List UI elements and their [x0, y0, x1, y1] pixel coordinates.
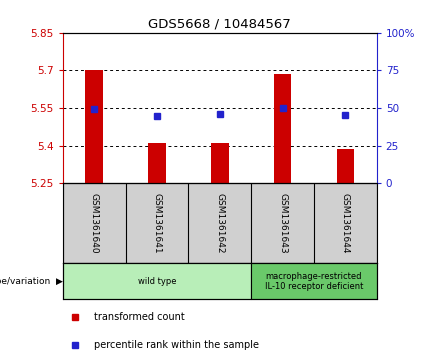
Text: macrophage-restricted
IL-10 receptor deficient: macrophage-restricted IL-10 receptor def…: [265, 272, 363, 291]
Text: wild type: wild type: [138, 277, 176, 286]
Text: transformed count: transformed count: [94, 312, 185, 322]
Bar: [85, 70, 103, 183]
Title: GDS5668 / 10484567: GDS5668 / 10484567: [149, 17, 291, 30]
Text: GSM1361640: GSM1361640: [90, 193, 99, 254]
Text: percentile rank within the sample: percentile rank within the sample: [94, 340, 259, 350]
Bar: [148, 143, 166, 183]
FancyBboxPatch shape: [251, 263, 377, 299]
Text: GSM1361643: GSM1361643: [278, 193, 287, 254]
Bar: [211, 143, 229, 183]
Text: GSM1361641: GSM1361641: [152, 193, 162, 254]
Bar: [274, 74, 291, 183]
Text: GSM1361644: GSM1361644: [341, 193, 350, 253]
Text: GSM1361642: GSM1361642: [215, 193, 224, 253]
FancyBboxPatch shape: [63, 263, 251, 299]
Text: genotype/variation  ▶: genotype/variation ▶: [0, 277, 63, 286]
Bar: [336, 150, 354, 183]
